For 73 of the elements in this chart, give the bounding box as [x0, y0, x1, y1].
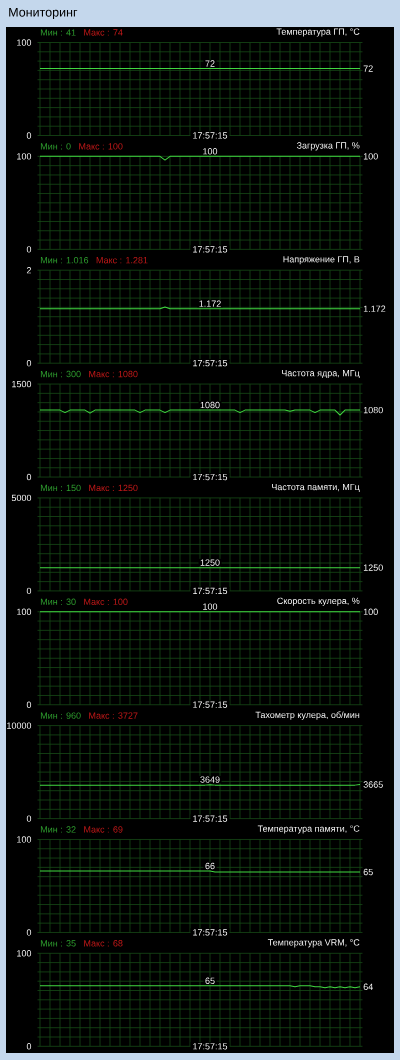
annotation: 17:57:15: [193, 1043, 228, 1050]
y-tick-label: 5000: [11, 494, 32, 502]
text: Мин : 1.016: [40, 257, 89, 264]
y-tick-label: 1500: [12, 380, 32, 388]
chart-title: Скорость кулера, %: [277, 597, 360, 606]
y-tick-label: 0: [26, 1043, 32, 1050]
annotation: 17:57:15: [193, 246, 228, 253]
data-label: 1250: [200, 559, 220, 566]
chart-title: Частота ядра, МГц: [281, 370, 360, 379]
y-tick-label: 0: [26, 587, 32, 595]
y-tick-label: 100: [17, 608, 32, 615]
data-label: 3665: [363, 781, 383, 788]
y-tick-label: 0: [26, 929, 32, 936]
data-label: 100: [203, 148, 218, 155]
annotation: 17:57:15: [193, 815, 228, 822]
y-tick-label: 0: [26, 701, 32, 708]
data-label: 100: [363, 153, 378, 160]
chart-title: Температура ГП, °C: [276, 28, 360, 37]
data-label: 100: [203, 603, 218, 610]
data-label: 100: [363, 608, 378, 615]
annotation: 17:57:15: [193, 132, 228, 139]
text: Макс : 1.281: [96, 257, 148, 264]
y-tick-label: 2: [26, 267, 32, 274]
y-tick-label: 100: [17, 950, 32, 957]
y-tick-label: 0: [26, 473, 32, 481]
chart-title: Тахометр кулера, об/мин: [255, 711, 360, 720]
chart-title: Температура VRM, °C: [267, 939, 360, 948]
text: Макс : 74: [84, 29, 123, 36]
text: Мин : 32: [40, 826, 76, 833]
y-tick-label: 0: [26, 360, 32, 367]
data-label: 3649: [200, 776, 220, 783]
data-label: 65: [363, 868, 373, 876]
annotation: 17:57:15: [193, 587, 228, 595]
data-label: 65: [205, 977, 215, 984]
annotation: 17:57:15: [193, 701, 228, 708]
chart-title: Напряжение ГП, В: [283, 256, 360, 265]
y-tick-label: 0: [26, 132, 32, 139]
data-label: 1.172: [363, 305, 386, 312]
data-label: 1080: [200, 401, 220, 409]
data-label: 66: [205, 862, 215, 870]
y-tick-label: 100: [17, 153, 32, 160]
data-label: 72: [363, 65, 373, 72]
chart-title: Частота памяти, МГц: [272, 483, 360, 492]
text: Мин : 150: [40, 484, 81, 492]
chart-title: Температура памяти, °C: [257, 825, 360, 834]
y-tick-label: 10000: [7, 722, 32, 729]
text: Макс : 68: [84, 940, 123, 947]
text: Макс : 3727: [89, 712, 138, 719]
text: Макс : 1080: [89, 370, 138, 378]
y-tick-label: 0: [26, 815, 32, 822]
data-label: 1080: [363, 406, 383, 414]
text: Макс : 1250: [89, 484, 138, 492]
y-tick-label: 100: [17, 39, 32, 46]
annotation: 17:57:15: [193, 360, 228, 367]
data-label: 1.172: [199, 300, 221, 307]
text: Мин : 35: [40, 940, 76, 947]
chart-title: Загрузка ГП, %: [296, 142, 360, 151]
text: Мин : 300: [40, 370, 81, 378]
text: Мин : 30: [40, 598, 76, 605]
annotation: 17:57:15: [193, 473, 228, 481]
text: Мин : 0: [40, 143, 71, 150]
data-label: 1250: [363, 564, 383, 571]
text: Мониторинг: [9, 7, 78, 20]
text: Макс : 69: [84, 826, 123, 833]
text: Макс : 100: [79, 143, 123, 150]
data-label: 72: [205, 60, 215, 67]
text: Макс : 100: [84, 598, 128, 605]
y-tick-label: 100: [17, 836, 32, 843]
y-tick-label: 0: [26, 246, 32, 253]
data-label: 64: [363, 983, 373, 990]
text: Мин : 960: [40, 712, 81, 719]
annotation: 17:57:15: [193, 929, 228, 936]
text: Мин : 41: [40, 29, 76, 36]
